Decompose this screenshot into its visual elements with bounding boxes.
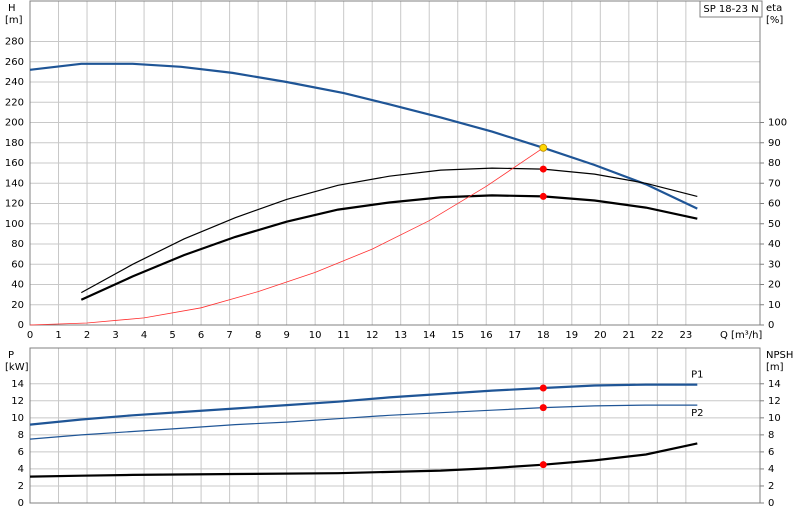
curve — [29, 147, 544, 326]
y-tick-label: 280 — [5, 37, 24, 48]
x-tick-label: 18 — [537, 330, 550, 341]
y-axis-label: P — [8, 350, 14, 361]
x-tick-label: 15 — [451, 330, 464, 341]
x-tick-label: 11 — [337, 330, 350, 341]
y2-tick-label: 4 — [768, 464, 774, 475]
y-axis-unit: [kW] — [5, 362, 29, 373]
y-tick-label: 0 — [18, 320, 24, 331]
series-label: P2 — [691, 408, 703, 419]
x-tick-label: 20 — [594, 330, 607, 341]
duty-point — [539, 461, 547, 469]
chart-title: SP 18-23 N — [703, 4, 758, 15]
curve — [29, 442, 698, 478]
duty-point — [539, 143, 548, 152]
x-tick-label: 16 — [480, 330, 493, 341]
y-tick-label: 20 — [11, 300, 24, 311]
y-tick-label: 14 — [11, 379, 24, 390]
title-box — [699, 0, 763, 18]
y-tick-label: 140 — [5, 178, 24, 189]
y2-axis-unit: [m] — [766, 362, 784, 373]
y2-axis-unit: [%] — [766, 15, 783, 26]
y2-tick-label: 60 — [768, 199, 781, 210]
x-tick-label: 9 — [283, 330, 289, 341]
y2-tick-label: 80 — [768, 158, 781, 169]
y-tick-label: 60 — [11, 259, 24, 270]
y2-tick-label: 0 — [768, 498, 774, 509]
y2-tick-label: 30 — [768, 259, 781, 270]
x-tick-label: 21 — [622, 330, 635, 341]
y-tick-label: 160 — [5, 158, 24, 169]
x-tick-label: 19 — [565, 330, 578, 341]
y2-tick-label: 90 — [768, 138, 781, 149]
curve — [80, 194, 698, 301]
y2-tick-label: 2 — [768, 481, 774, 492]
y-tick-label: 200 — [5, 118, 24, 129]
y2-axis-label: eta — [766, 3, 782, 14]
y-tick-label: 8 — [18, 430, 24, 441]
y2-tick-label: 50 — [768, 219, 781, 230]
duty-point — [539, 404, 547, 412]
x-tick-label: 1 — [55, 330, 61, 341]
y-tick-label: 120 — [5, 199, 24, 210]
y2-tick-label: 20 — [768, 280, 781, 291]
series-label: P1 — [691, 370, 703, 381]
plot-frame — [29, 347, 761, 504]
y-tick-label: 0 — [18, 498, 24, 509]
y-tick-label: 2 — [18, 481, 24, 492]
y2-tick-label: 12 — [768, 396, 781, 407]
duty-point — [539, 192, 547, 200]
y2-tick-label: 70 — [768, 178, 781, 189]
y-tick-label: 6 — [18, 447, 24, 458]
x-tick-label: 5 — [169, 330, 175, 341]
y-tick-label: 260 — [5, 57, 24, 68]
x-tick-label: 6 — [198, 330, 204, 341]
y2-tick-label: 0 — [768, 320, 774, 331]
x-tick-label: 0 — [27, 330, 33, 341]
y2-tick-label: 6 — [768, 447, 774, 458]
duty-point — [539, 384, 547, 392]
x-tick-label: 14 — [423, 330, 436, 341]
x-tick-label: 4 — [141, 330, 147, 341]
x-axis-label: Q [m³/h] — [720, 330, 762, 341]
x-tick-label: 12 — [366, 330, 379, 341]
y2-tick-label: 10 — [768, 413, 781, 424]
y-tick-label: 12 — [11, 396, 24, 407]
curve — [29, 62, 698, 210]
y-tick-label: 40 — [11, 280, 24, 291]
y2-tick-label: 14 — [768, 379, 781, 390]
y-axis-label: H — [8, 3, 16, 14]
y2-tick-label: 100 — [768, 118, 787, 129]
y2-tick-label: 10 — [768, 300, 781, 311]
y-axis-unit: [m] — [5, 15, 23, 26]
curve — [29, 383, 698, 426]
x-tick-label: 7 — [226, 330, 232, 341]
duty-point — [539, 165, 547, 173]
y-tick-label: 220 — [5, 97, 24, 108]
y2-tick-label: 40 — [768, 239, 781, 250]
y-tick-label: 240 — [5, 77, 24, 88]
y2-tick-label: 8 — [768, 430, 774, 441]
x-tick-label: 17 — [508, 330, 521, 341]
curve — [29, 404, 698, 440]
x-tick-label: 13 — [394, 330, 407, 341]
x-tick-label: 23 — [679, 330, 692, 341]
y2-axis-label: NPSH — [766, 350, 793, 361]
y-tick-label: 80 — [11, 239, 24, 250]
y-tick-label: 10 — [11, 413, 24, 424]
y-tick-label: 4 — [18, 464, 24, 475]
y-tick-label: 100 — [5, 219, 24, 230]
x-tick-label: 22 — [651, 330, 664, 341]
x-tick-label: 3 — [112, 330, 118, 341]
x-tick-label: 8 — [255, 330, 261, 341]
plot-frame — [29, 0, 761, 326]
x-tick-label: 10 — [309, 330, 322, 341]
x-tick-label: 2 — [84, 330, 90, 341]
curve — [81, 167, 698, 294]
y-tick-label: 180 — [5, 138, 24, 149]
